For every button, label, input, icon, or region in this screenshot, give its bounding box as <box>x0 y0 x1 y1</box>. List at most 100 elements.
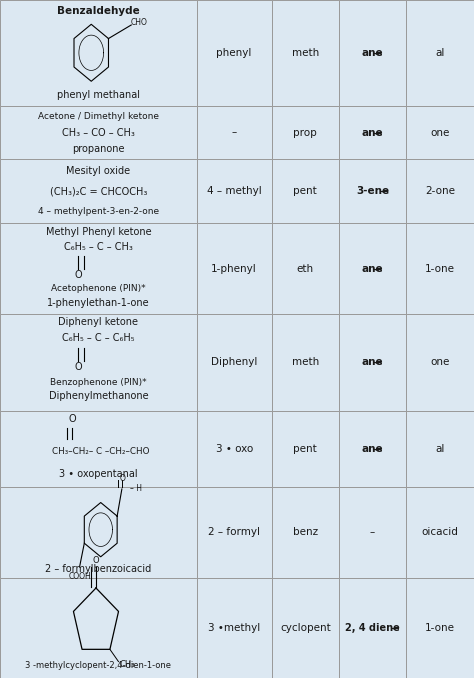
Bar <box>339 578 406 678</box>
Text: eth: eth <box>297 264 314 273</box>
Text: C₆H₅ – C – CH₃: C₆H₅ – C – CH₃ <box>64 242 133 252</box>
Bar <box>272 159 339 224</box>
Text: one: one <box>430 357 450 367</box>
Text: 3 •methyl: 3 •methyl <box>208 623 260 633</box>
Text: 2-one: 2-one <box>425 186 455 197</box>
Text: CH₃: CH₃ <box>119 660 135 669</box>
Bar <box>339 224 406 314</box>
Text: Methyl Phenyl ketone: Methyl Phenyl ketone <box>46 226 151 237</box>
Text: O: O <box>74 363 82 372</box>
Text: (CH₃)₂C = CHCOCH₃: (CH₃)₂C = CHCOCH₃ <box>50 186 147 197</box>
Bar <box>0 106 197 159</box>
Text: ane̶: ane̶ <box>362 444 383 454</box>
Text: C₆H₅ – C – C₆H₅: C₆H₅ – C – C₆H₅ <box>62 333 135 343</box>
Text: one: one <box>430 127 450 138</box>
Bar <box>197 412 272 487</box>
Text: 4 – methylpent-3-en-2-one: 4 – methylpent-3-en-2-one <box>38 207 159 216</box>
Text: ane̶: ane̶ <box>362 127 383 138</box>
Text: oicacid: oicacid <box>422 527 458 538</box>
Bar <box>197 0 272 106</box>
Bar <box>272 487 339 578</box>
Bar <box>406 106 474 159</box>
Text: Acetone / Dimethyl ketone: Acetone / Dimethyl ketone <box>38 112 159 121</box>
Text: 3-ene̶: 3-ene̶ <box>356 186 389 197</box>
Bar <box>272 412 339 487</box>
Bar <box>0 224 197 314</box>
Bar <box>339 159 406 224</box>
Bar <box>339 106 406 159</box>
Text: 1-phenylethan-1-one: 1-phenylethan-1-one <box>47 298 150 308</box>
Bar <box>197 314 272 412</box>
Text: 3 • oxo: 3 • oxo <box>216 444 253 454</box>
Text: 4 – methyl: 4 – methyl <box>207 186 262 197</box>
Text: Benzaldehyde: Benzaldehyde <box>57 5 140 16</box>
Text: COOH: COOH <box>68 572 91 581</box>
Text: phenyl methanal: phenyl methanal <box>57 90 140 100</box>
Bar <box>272 578 339 678</box>
Text: al: al <box>436 47 445 58</box>
Bar <box>339 412 406 487</box>
Text: Diphenyl ketone: Diphenyl ketone <box>58 317 138 327</box>
Text: phenyl: phenyl <box>217 47 252 58</box>
Text: –: – <box>231 127 237 138</box>
Text: ane̶: ane̶ <box>362 47 383 58</box>
Bar <box>0 412 197 487</box>
Bar <box>0 578 197 678</box>
Text: O: O <box>74 270 82 280</box>
Text: cyclopent: cyclopent <box>280 623 331 633</box>
Text: 2 – formyl: 2 – formyl <box>208 527 260 538</box>
Bar <box>406 412 474 487</box>
Text: Mesityl oxide: Mesityl oxide <box>66 166 130 176</box>
Text: 3 • oxopentanal: 3 • oxopentanal <box>59 469 137 479</box>
Text: 3 -methylcyclopent-2,4-dien-1-one: 3 -methylcyclopent-2,4-dien-1-one <box>25 662 172 671</box>
Text: benz: benz <box>292 527 318 538</box>
Bar <box>339 0 406 106</box>
Bar <box>339 314 406 412</box>
Text: Diphenylmethanone: Diphenylmethanone <box>48 391 148 401</box>
Text: 2, 4 diene̶: 2, 4 diene̶ <box>345 623 400 633</box>
Text: CH₃–CH₂– C –CH₂–CHO: CH₃–CH₂– C –CH₂–CHO <box>52 447 149 456</box>
Bar <box>406 487 474 578</box>
Text: CHO: CHO <box>130 18 147 27</box>
Text: O: O <box>93 557 99 565</box>
Text: Benzophenone (PIN)*: Benzophenone (PIN)* <box>50 378 146 386</box>
Text: O: O <box>119 474 125 483</box>
Text: prop: prop <box>293 127 317 138</box>
Bar <box>197 578 272 678</box>
Text: propanone: propanone <box>72 144 125 154</box>
Bar <box>197 159 272 224</box>
Bar <box>406 578 474 678</box>
Bar <box>406 159 474 224</box>
Bar <box>0 314 197 412</box>
Text: meth: meth <box>292 357 319 367</box>
Bar <box>197 224 272 314</box>
Bar <box>406 224 474 314</box>
Text: 1-phenyl: 1-phenyl <box>211 264 257 273</box>
Bar <box>197 487 272 578</box>
Text: pent: pent <box>293 444 317 454</box>
Bar <box>0 0 197 106</box>
Text: ane̶: ane̶ <box>362 264 383 273</box>
Text: O: O <box>68 414 76 424</box>
Bar <box>0 159 197 224</box>
Bar <box>272 314 339 412</box>
Bar <box>339 487 406 578</box>
Text: 2 – formylbenzoicacid: 2 – formylbenzoicacid <box>45 563 152 574</box>
Text: – H: – H <box>130 485 142 494</box>
Text: ane̶: ane̶ <box>362 357 383 367</box>
Bar <box>272 0 339 106</box>
Text: meth: meth <box>292 47 319 58</box>
Text: al: al <box>436 444 445 454</box>
Text: pent: pent <box>293 186 317 197</box>
Text: –: – <box>370 527 375 538</box>
Bar <box>406 314 474 412</box>
Bar <box>0 487 197 578</box>
Text: 1-one: 1-one <box>425 264 455 273</box>
Bar <box>406 0 474 106</box>
Bar <box>272 106 339 159</box>
Bar <box>197 106 272 159</box>
Text: Acetophenone (PIN)*: Acetophenone (PIN)* <box>51 284 146 293</box>
Text: CH₃ – CO – CH₃: CH₃ – CO – CH₃ <box>62 127 135 138</box>
Bar <box>272 224 339 314</box>
Text: 1-one: 1-one <box>425 623 455 633</box>
